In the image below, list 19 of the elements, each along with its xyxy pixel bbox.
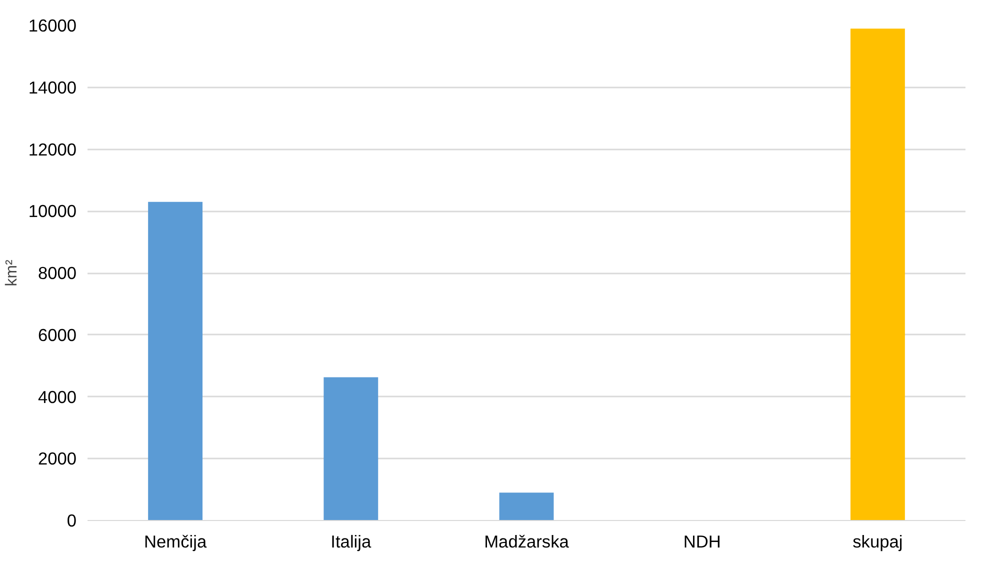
y-tick-label: 0 (66, 510, 77, 530)
y-tick-label: 4000 (38, 386, 77, 407)
x-tick-label: Italija (330, 532, 372, 552)
bar (850, 28, 905, 520)
x-tick-label: Madžarska (484, 532, 570, 552)
y-tick-label: 14000 (28, 77, 76, 98)
bar (499, 492, 554, 520)
y-tick-label: 10000 (28, 201, 76, 222)
y-tick-label: 8000 (38, 263, 77, 283)
y-tick-label: 12000 (28, 139, 76, 160)
x-tick-label: Nemčija (144, 532, 207, 552)
x-tick-label: NDH (683, 532, 721, 552)
bar (148, 202, 203, 520)
y-axis-title: km² (3, 259, 20, 286)
y-tick-label: 16000 (28, 16, 76, 36)
bar (324, 377, 378, 520)
y-tick-label: 2000 (38, 448, 77, 469)
y-tick-label: 6000 (38, 324, 77, 345)
x-tick-label: skupaj (852, 532, 903, 552)
